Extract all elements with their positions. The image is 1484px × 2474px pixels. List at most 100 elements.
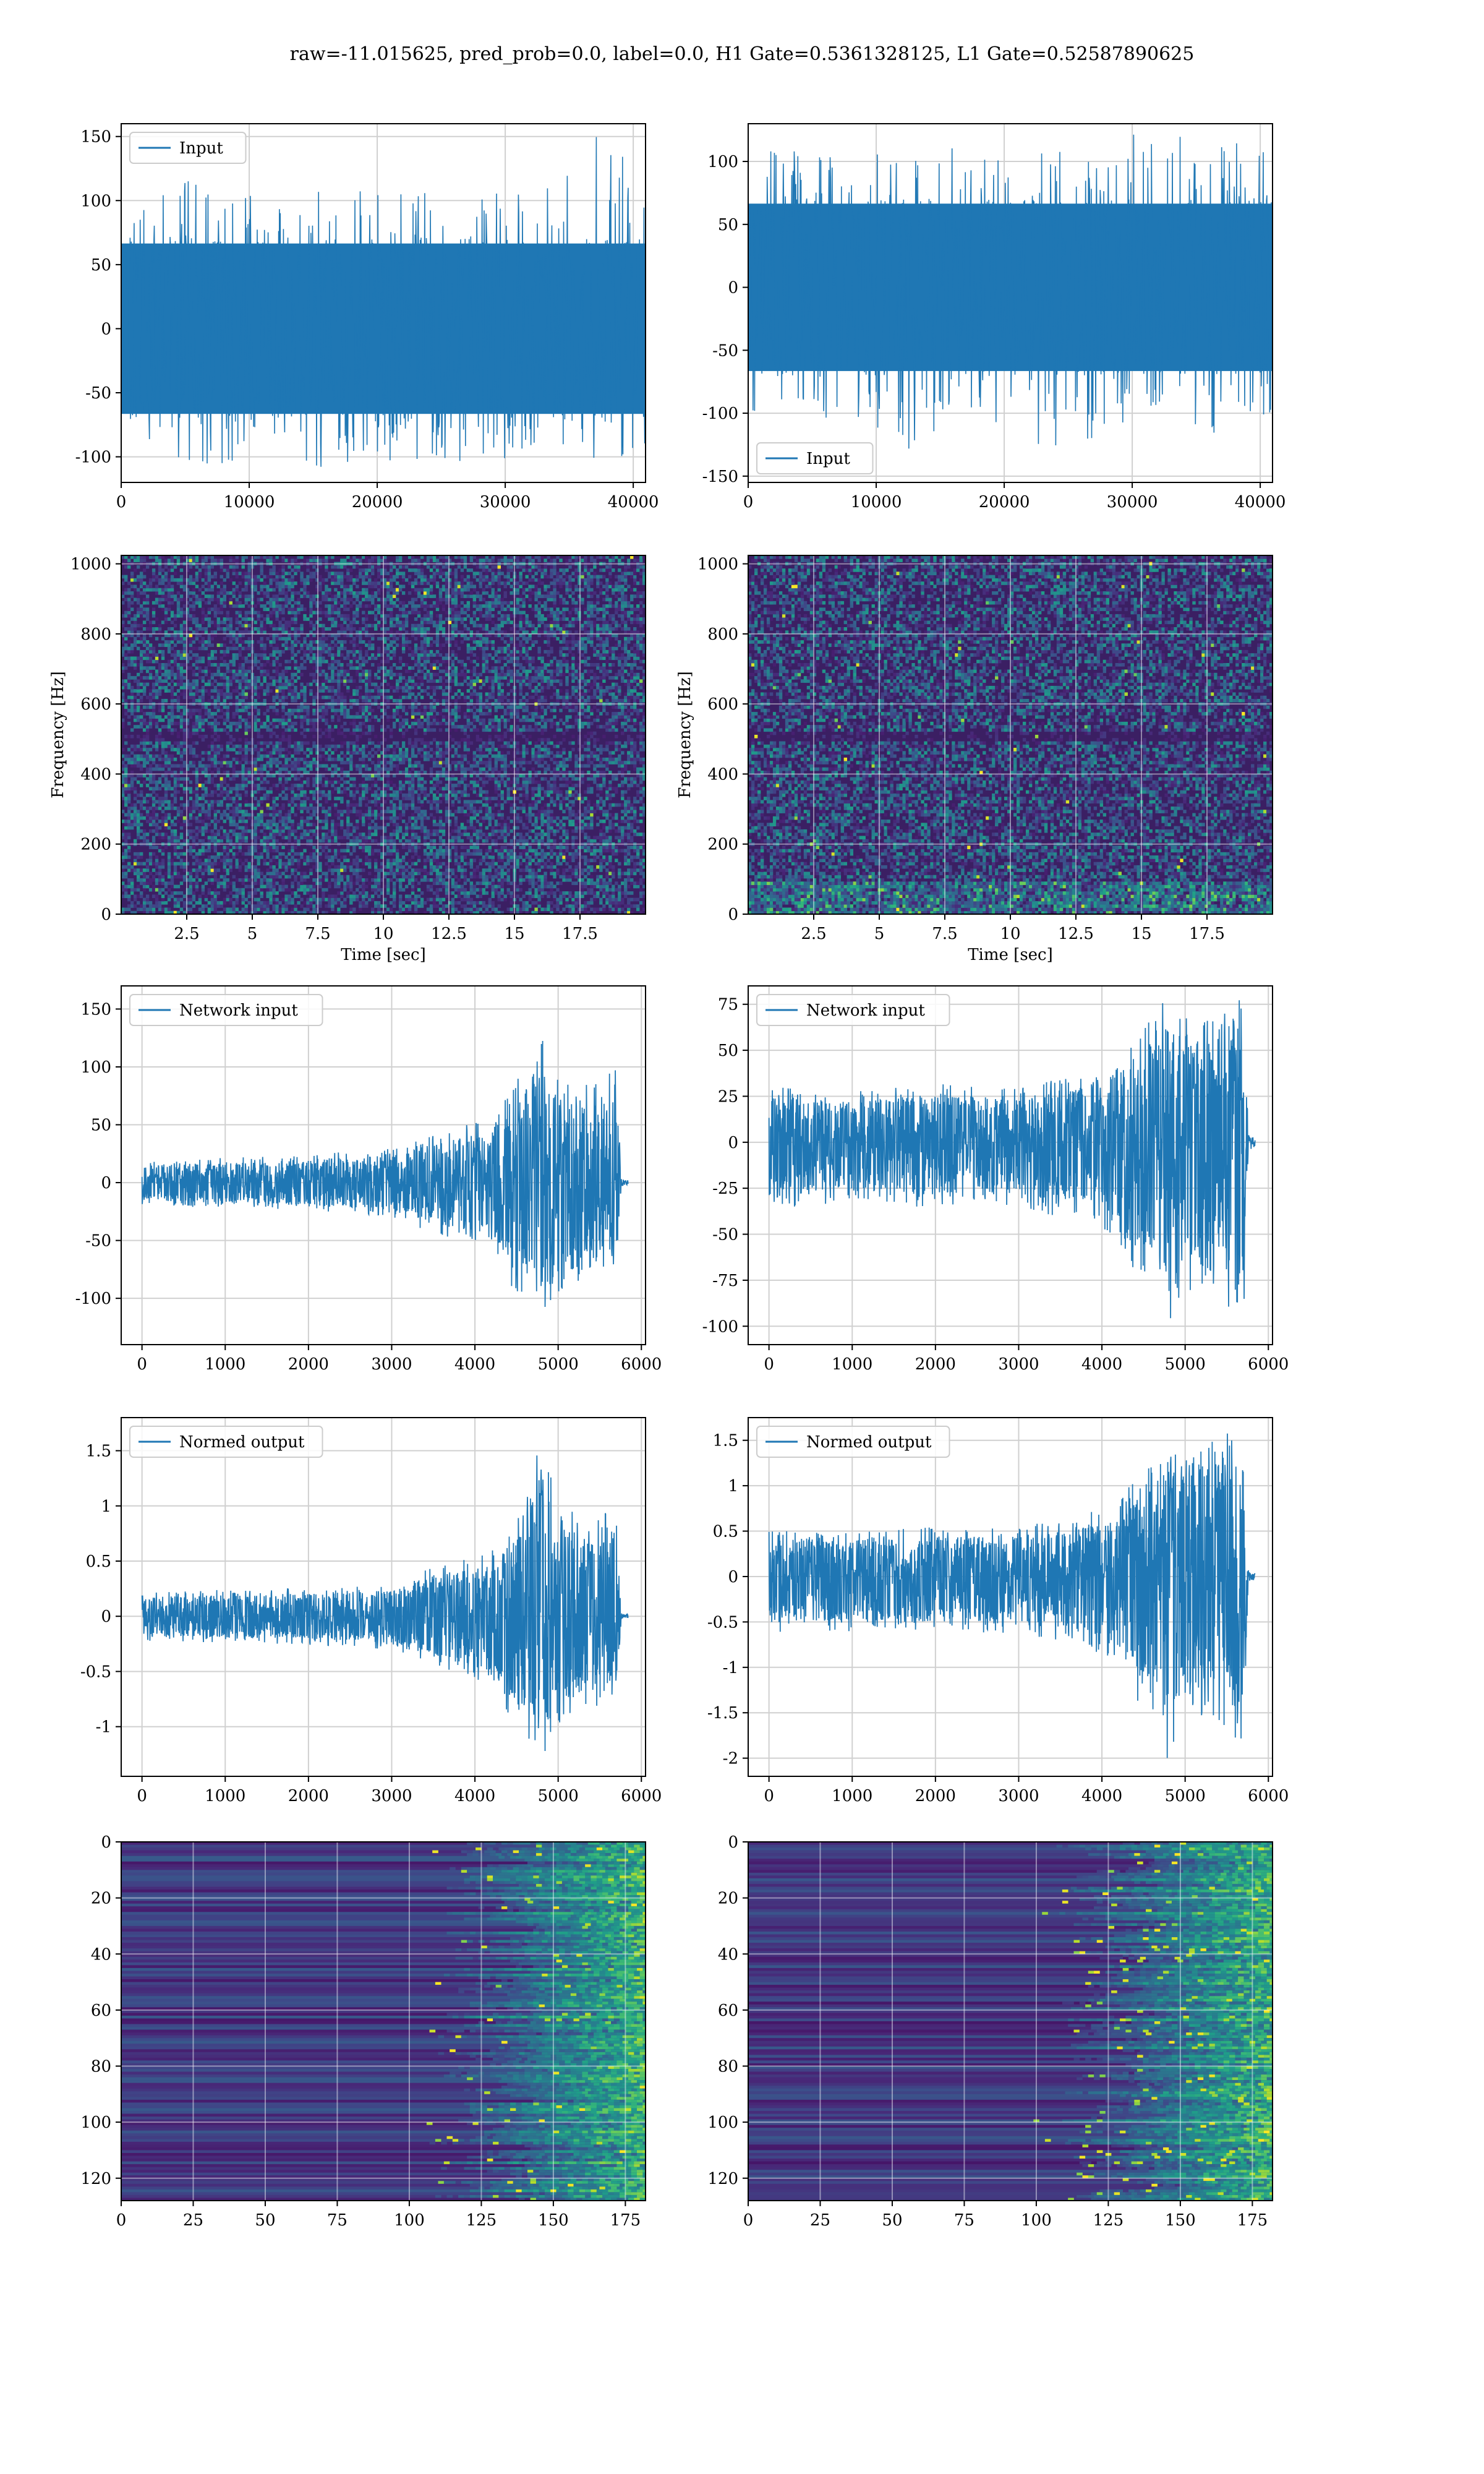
spectrogram-cell (136, 715, 140, 719)
spectrogram-cell (331, 617, 335, 621)
spectrogram-cell (195, 780, 199, 784)
spectrogram-cell (297, 787, 301, 791)
spectrogram-cell (356, 862, 359, 866)
spectrogram-cell (318, 708, 322, 713)
spectrogram-cell (235, 813, 239, 817)
spectrogram-cell (337, 790, 341, 794)
spectrogram-cell (343, 620, 347, 625)
spectrogram-cell (210, 780, 215, 784)
spectrogram-cell (349, 833, 353, 836)
spectrogram-cell (247, 771, 251, 774)
spectrogram-cell (281, 888, 285, 892)
spectrogram-cell (127, 754, 131, 758)
spectrogram-cell (216, 910, 221, 914)
spectrogram-cell (272, 878, 276, 882)
spectrogram-cell (173, 636, 177, 641)
spectrogram-cell (309, 643, 313, 648)
spectrogram-cell (331, 836, 335, 840)
spectrogram-cell (210, 761, 215, 764)
spectrogram-cell (322, 784, 325, 787)
spectrogram-cell (272, 881, 276, 885)
spectrogram-cell (300, 855, 304, 859)
signal-line (121, 137, 646, 467)
spectrogram-cell (176, 676, 181, 680)
spectrogram-cell (334, 702, 338, 706)
spectrogram-cell (244, 721, 248, 726)
spectrogram-cell (318, 682, 322, 687)
spectrogram-cell (176, 607, 181, 612)
spectrogram-cell (288, 757, 291, 761)
spectrogram-cell (322, 643, 325, 648)
spectrogram-cell (356, 712, 359, 716)
spectrogram-cell (170, 771, 174, 774)
spectrogram-cell (315, 620, 319, 625)
spectrogram-cell (155, 721, 159, 726)
spectrogram-cell (195, 820, 199, 823)
spectrogram-cell (182, 636, 187, 641)
spectrogram-cell (170, 728, 174, 732)
spectrogram-cell (133, 797, 137, 800)
spectrogram-cell (235, 878, 239, 882)
spectrogram-cell (238, 630, 242, 634)
spectrogram-cell (269, 910, 273, 914)
spectrogram-cell (297, 803, 301, 807)
spectrogram-cell (195, 617, 199, 621)
spectrogram-cell (315, 721, 319, 726)
spectrogram-cell (300, 702, 304, 706)
spectrogram-cell (356, 767, 359, 771)
spectrogram-cell (318, 623, 322, 628)
spectrogram-cell (145, 784, 150, 787)
spectrogram-cell (167, 875, 171, 879)
spectrogram-cell (322, 891, 325, 895)
spectrogram-cell (198, 676, 202, 680)
spectrogram-cell (340, 731, 344, 735)
spectrogram-cell (266, 754, 270, 758)
spectrogram-cell (315, 679, 319, 683)
spectrogram-cell (247, 761, 251, 764)
spectrogram-cell (275, 669, 279, 674)
spectrogram-cell (312, 761, 316, 764)
spectrogram-cell (223, 663, 226, 667)
y-tick-label: -100 (702, 404, 738, 423)
spectrogram-cell (139, 584, 143, 589)
spectrogram-cell (291, 643, 294, 648)
spectrogram-cell (167, 767, 171, 771)
spectrogram-cell (148, 562, 153, 566)
spectrogram-cell (176, 630, 181, 634)
spectrogram-cell (254, 620, 257, 625)
spectrogram-cell (235, 565, 239, 569)
spectrogram-cell (173, 784, 177, 787)
spectrogram-cell (349, 910, 353, 914)
spectrogram-cell (158, 731, 162, 735)
spectrogram-cell (139, 790, 143, 794)
spectrogram-cell (155, 823, 159, 827)
spectrogram-cell (235, 656, 239, 661)
spectrogram-cell (318, 797, 322, 800)
spectrogram-cell (161, 836, 165, 840)
spectrogram-cell (340, 784, 344, 787)
spectrogram-cell (241, 555, 245, 559)
spectrogram-cell (207, 787, 211, 791)
spectrogram-cell (130, 868, 134, 872)
spectrogram-cell (235, 610, 239, 615)
spectrogram-cell (300, 780, 304, 784)
spectrogram-cell (182, 620, 187, 625)
spectrogram-cell (250, 695, 254, 700)
spectrogram-cell (167, 728, 171, 732)
spectrogram-cell (291, 826, 294, 830)
spectrogram-cell (250, 666, 254, 670)
spectrogram-cell (198, 816, 202, 820)
spectrogram-cell (266, 771, 270, 774)
spectrogram-cell (269, 689, 273, 693)
spectrogram-cell (207, 780, 211, 784)
spectrogram-cell (349, 862, 353, 866)
spectrogram-cell (161, 894, 165, 899)
spectrogram-h1: 2.5 5 7.5 10 12.5 15 17.502004006008001000Time… (49, 555, 646, 964)
spectrogram-cell (182, 640, 187, 644)
spectrogram-cell (124, 894, 128, 899)
spectrogram-cell (356, 878, 359, 882)
spectrogram-cell (281, 588, 285, 592)
spectrogram-cell (186, 588, 190, 592)
spectrogram-cell (346, 597, 350, 602)
spectrogram-cell (195, 858, 199, 863)
